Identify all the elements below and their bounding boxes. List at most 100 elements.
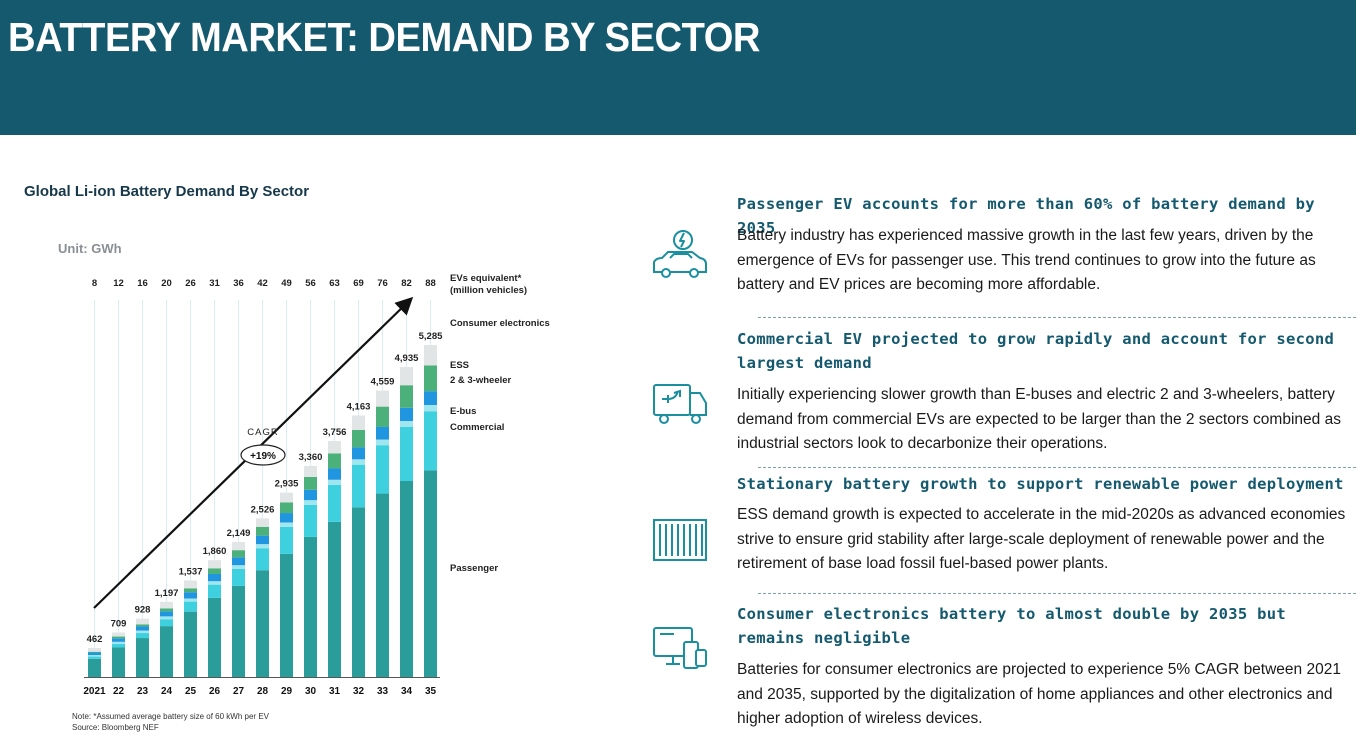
bar-segment <box>184 580 197 589</box>
bar-segment <box>376 439 389 446</box>
bar-segment <box>400 385 413 408</box>
bar-segment <box>112 638 125 642</box>
legend-label: Commercial <box>450 422 504 433</box>
total-label: 1,197 <box>155 588 179 599</box>
bar-segment <box>376 390 389 407</box>
bar-segment <box>136 624 149 627</box>
bar-segment <box>280 553 293 677</box>
divider <box>758 317 1356 318</box>
bar-segment <box>256 535 269 545</box>
header-banner: BATTERY MARKET: DEMAND BY SECTOR <box>0 0 1356 135</box>
bar-segment <box>256 570 269 677</box>
bar-segment <box>232 550 245 558</box>
bar-segment <box>376 406 389 427</box>
bar-segment <box>88 651 101 653</box>
bar-segment <box>232 568 245 586</box>
bar-segment <box>304 476 317 490</box>
total-label: 5,285 <box>419 331 443 342</box>
ev-equivalent-label: 69 <box>353 278 364 289</box>
bar-segment <box>352 507 365 677</box>
total-label: 1,537 <box>179 566 203 577</box>
bar-segment <box>280 502 293 514</box>
bar-segment <box>424 404 437 412</box>
bar-segment <box>304 465 317 477</box>
bar-segment <box>136 630 149 634</box>
ev-equivalent-label: 76 <box>377 278 388 289</box>
bar-segment <box>328 453 341 469</box>
source-text: Source: Bloomberg NEF <box>72 723 159 732</box>
bar-segment <box>400 407 413 422</box>
bar-segment <box>424 470 437 677</box>
section-heading: Consumer electronics battery to almost d… <box>737 605 1287 647</box>
ev-equivalent-label: 56 <box>305 278 316 289</box>
bar-segment <box>352 459 365 465</box>
section-stationary-battery: Stationary battery growth to support ren… <box>650 472 1356 582</box>
bar-segment <box>376 493 389 677</box>
total-label: 4,935 <box>395 353 419 364</box>
cagr-badge <box>240 444 286 466</box>
section-body: ESS demand growth is expected to acceler… <box>737 506 1346 572</box>
x-tick-label: 24 <box>161 686 173 697</box>
total-label: 3,360 <box>299 452 323 463</box>
bar-segment <box>136 626 149 631</box>
bar-segment <box>424 411 437 471</box>
ev-equivalent-label: 42 <box>257 278 268 289</box>
bar-segment <box>88 652 101 656</box>
divider <box>758 467 1356 468</box>
bar-segment <box>280 492 293 503</box>
bar-segment <box>208 584 221 598</box>
bar-segment <box>304 536 317 677</box>
bar-segment <box>208 573 221 582</box>
divider <box>758 593 1356 594</box>
section-heading: Passenger EV accounts for more than 60% … <box>737 195 1315 237</box>
total-label: 2,935 <box>275 479 299 490</box>
bar-segment <box>424 391 437 405</box>
legend-label: Consumer electronics <box>450 318 550 329</box>
bar-segment <box>88 658 101 677</box>
total-label: 4,163 <box>347 401 371 412</box>
x-tick-label: 26 <box>209 686 221 697</box>
x-tick-label: 27 <box>233 686 245 697</box>
cagr-value: +19% <box>250 451 276 462</box>
cagr-label: CAGR <box>247 427 278 438</box>
bar-segment <box>208 581 221 585</box>
bar-segment <box>328 479 341 485</box>
bar-segment <box>112 632 125 637</box>
bar-segment <box>232 585 245 677</box>
bar-segment <box>184 601 197 612</box>
bar-segment <box>88 656 101 659</box>
bar-segment <box>112 647 125 677</box>
bar-segment <box>184 588 197 593</box>
ev-equivalent-label: 63 <box>329 278 340 289</box>
bar-segment <box>184 592 197 599</box>
ev-equivalent-label: 16 <box>137 278 148 289</box>
total-label: 1,860 <box>203 546 227 557</box>
bar-segment <box>136 633 149 639</box>
bar-segment <box>232 542 245 551</box>
consumer-devices-icon <box>653 627 707 669</box>
bar-segment <box>256 526 269 536</box>
x-tick-label: 31 <box>329 686 341 697</box>
bar-segment <box>328 484 341 522</box>
ev-equivalent-label: 88 <box>425 278 436 289</box>
total-label: 709 <box>111 618 127 629</box>
ev-equivalent-label: 8 <box>92 278 97 289</box>
x-tick-label: 25 <box>185 686 197 697</box>
chart-title: Global Li-ion Battery Demand By Sector <box>24 183 310 200</box>
x-tick-label: 22 <box>113 686 125 697</box>
bar-segment <box>376 426 389 440</box>
bar-segment <box>328 468 341 480</box>
electric-truck-icon <box>653 384 707 424</box>
bar-segment <box>304 504 317 537</box>
bar-segment <box>352 464 365 508</box>
x-tick-label: 32 <box>353 686 365 697</box>
bar-segment <box>256 544 269 549</box>
bar-segment <box>280 526 293 554</box>
x-tick-label: 30 <box>305 686 317 697</box>
ev-equivalent-label: 82 <box>401 278 412 289</box>
bar-segment <box>352 415 365 430</box>
bar-segment <box>304 489 317 501</box>
bar-segment <box>160 619 173 627</box>
bar-segment <box>304 500 317 505</box>
section-heading: Commercial EV projected to grow rapidly … <box>737 330 1335 372</box>
